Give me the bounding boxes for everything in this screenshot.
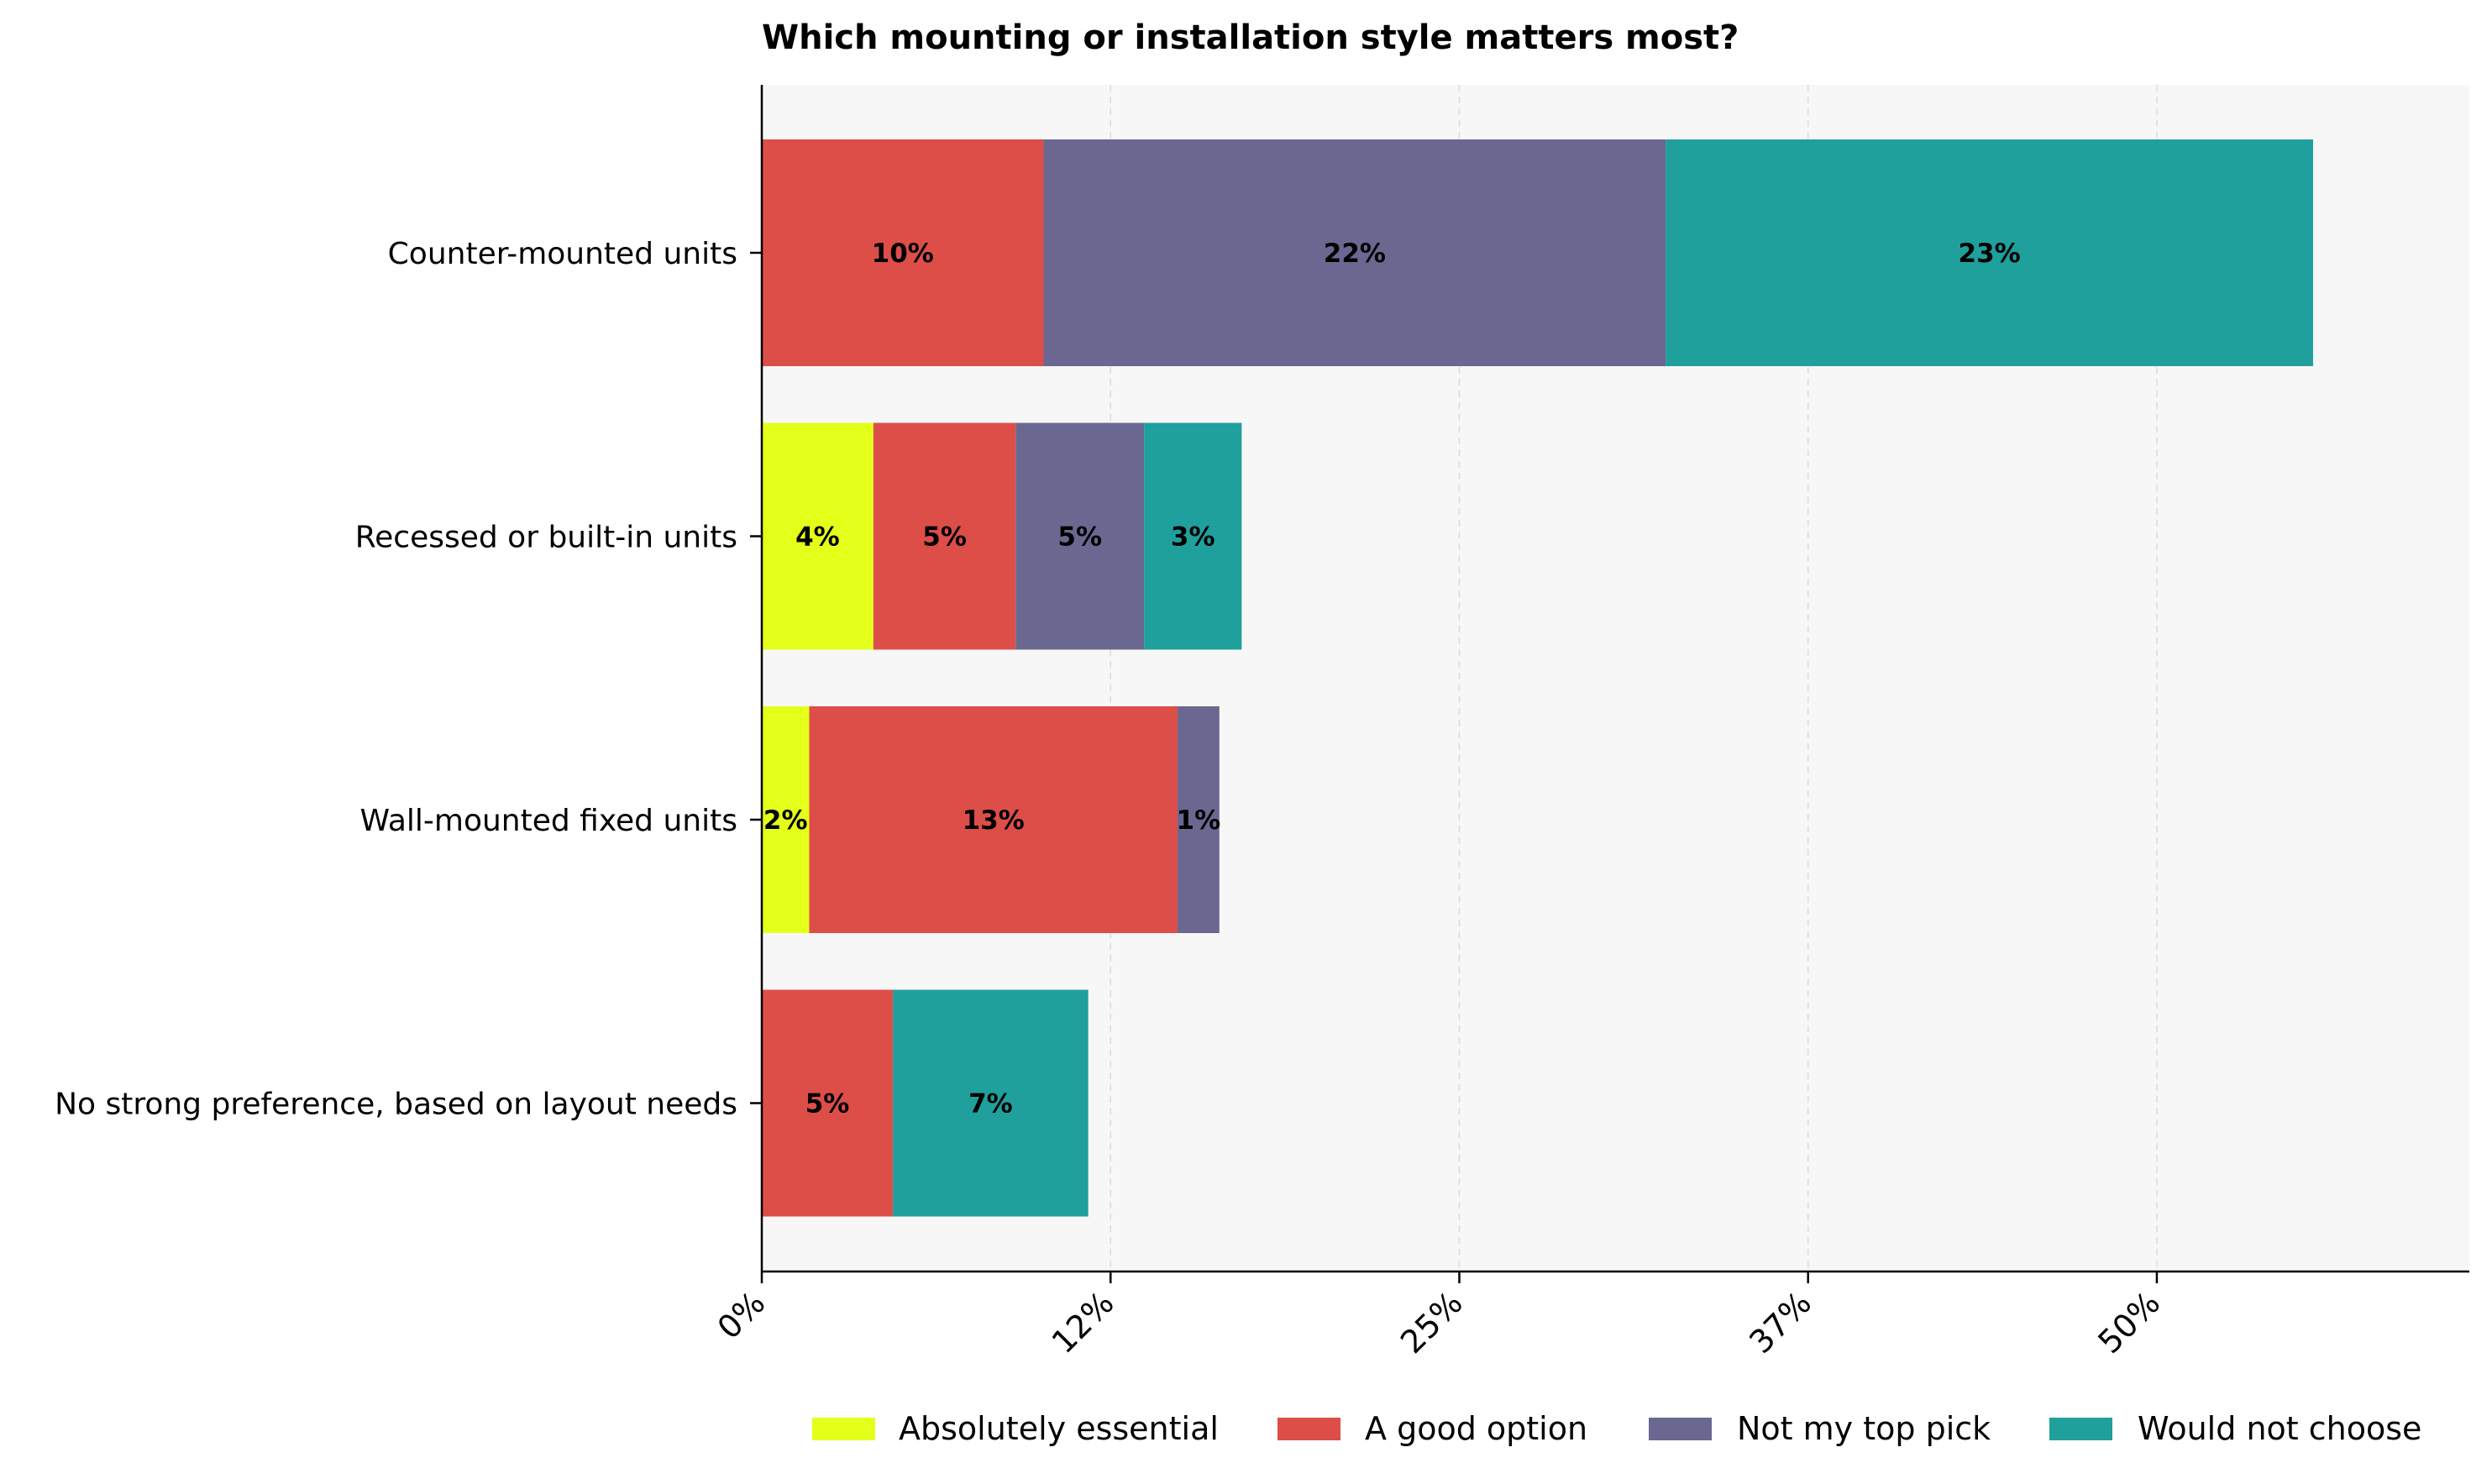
category-label: Wall-mounted fixed units bbox=[360, 804, 737, 838]
bar-segment bbox=[873, 422, 1016, 650]
bar-segment bbox=[809, 706, 1178, 933]
bar-segment bbox=[1177, 706, 1220, 933]
bar-segment bbox=[1015, 422, 1145, 650]
legend-swatch bbox=[1649, 1418, 1712, 1440]
legend-label: Would not choose bbox=[2138, 1410, 2421, 1447]
data-label: 13% bbox=[963, 805, 1025, 836]
bars: 10% 22% 23% 4% 5% 5% 3% 2% 13% 1% 5% 7% bbox=[762, 139, 2313, 1217]
x-tick-label: 37% bbox=[1742, 1284, 1818, 1361]
data-label: 2% bbox=[763, 805, 808, 836]
bar-segment bbox=[762, 139, 1044, 366]
bar-segment bbox=[1144, 422, 1242, 650]
data-label: 5% bbox=[922, 522, 967, 553]
x-tick-label: 12% bbox=[1045, 1284, 1121, 1361]
data-label: 1% bbox=[1177, 805, 1221, 836]
category-label: Recessed or built-in units bbox=[355, 521, 737, 555]
legend: Absolutely essential A good option Not my … bbox=[812, 1410, 2421, 1447]
legend-swatch bbox=[2049, 1418, 2112, 1440]
data-label: 4% bbox=[795, 522, 840, 553]
legend-swatch bbox=[1277, 1418, 1340, 1440]
data-label: 22% bbox=[1324, 239, 1386, 269]
legend-label: Not my top pick bbox=[1737, 1410, 1991, 1447]
bar-segment bbox=[762, 989, 894, 1217]
y-axis: Counter-mounted units Recessed or built-i… bbox=[55, 237, 762, 1122]
data-label: 23% bbox=[1959, 239, 2021, 269]
category-label: No strong preference, based on layout ne… bbox=[55, 1088, 737, 1122]
grid-lines bbox=[1110, 85, 2158, 1272]
x-tick-label: 0% bbox=[711, 1284, 773, 1346]
bar-segment bbox=[1666, 139, 2313, 366]
data-label: 5% bbox=[805, 1089, 850, 1120]
data-label: 7% bbox=[968, 1089, 1013, 1120]
x-axis: 0% 12% 25% 37% 50% bbox=[711, 1272, 2167, 1361]
bar-segment bbox=[893, 989, 1089, 1217]
category-label: Counter-mounted units bbox=[388, 237, 737, 271]
legend-swatch bbox=[812, 1418, 875, 1440]
bar-segment bbox=[762, 422, 874, 650]
bar-segment bbox=[762, 706, 810, 933]
data-label: 3% bbox=[1171, 522, 1215, 553]
data-label: 10% bbox=[872, 239, 934, 269]
x-tick-label: 25% bbox=[1393, 1284, 1470, 1361]
legend-label: A good option bbox=[1365, 1410, 1587, 1447]
data-label: 5% bbox=[1057, 522, 1102, 553]
bar-segment bbox=[1043, 139, 1666, 366]
chart-title: Which mounting or installation style mat… bbox=[762, 18, 1739, 57]
legend-label: Absolutely essential bbox=[899, 1410, 1219, 1447]
x-tick-label: 50% bbox=[2091, 1284, 2167, 1361]
